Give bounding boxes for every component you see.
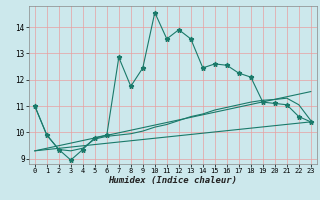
X-axis label: Humidex (Indice chaleur): Humidex (Indice chaleur) bbox=[108, 176, 237, 185]
